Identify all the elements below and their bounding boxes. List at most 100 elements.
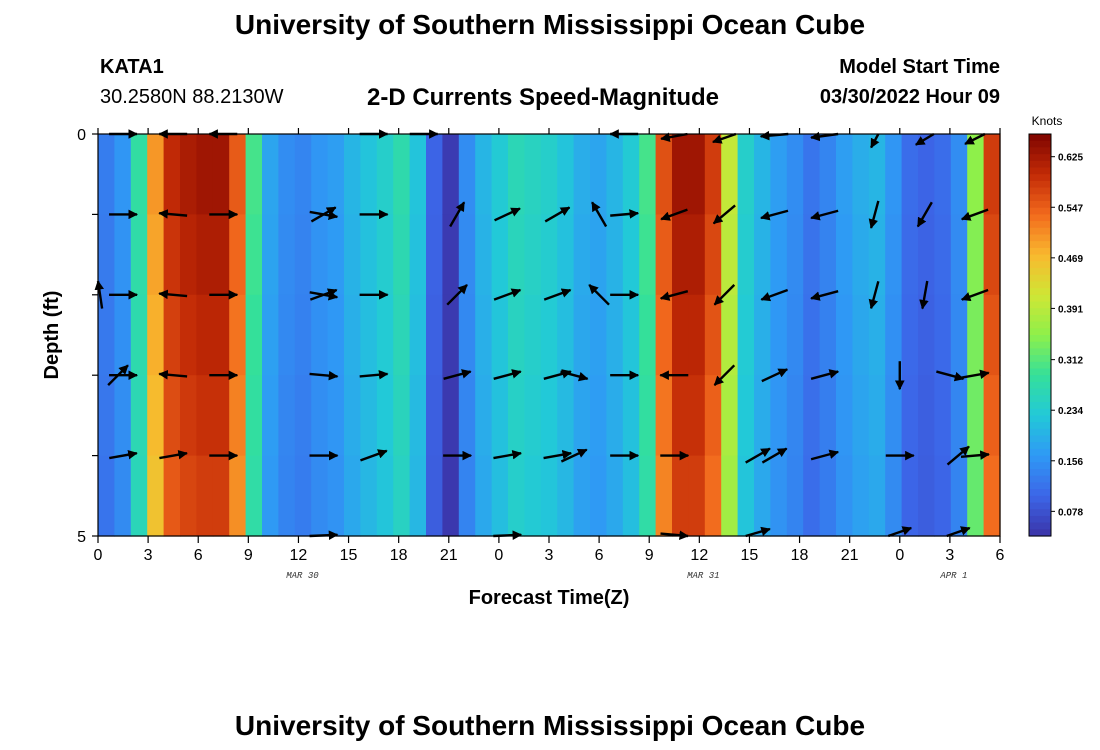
colorbar-step	[1029, 355, 1051, 363]
heatmap-cell	[409, 214, 427, 296]
colorbar-step	[1029, 469, 1051, 477]
x-tick-label: 0	[94, 547, 103, 564]
heatmap-cell	[819, 134, 837, 215]
colorbar-step	[1029, 147, 1051, 155]
heatmap-cell	[950, 455, 968, 537]
heatmap-cell	[180, 455, 197, 537]
heatmap-cell	[196, 455, 214, 537]
heatmap-cell	[344, 375, 361, 457]
heatmap-cell	[639, 294, 657, 376]
heatmap-cell	[130, 455, 148, 537]
current-vector-arrow	[158, 209, 188, 219]
heatmap-cell	[475, 455, 493, 537]
heatmap-cell	[278, 294, 296, 376]
heatmap-cell	[409, 375, 427, 457]
heatmap-cell	[245, 294, 263, 376]
heatmap-cell	[622, 134, 640, 215]
heatmap-cell	[573, 134, 591, 215]
current-vector-arrow	[916, 201, 933, 228]
heatmap-cell	[540, 455, 558, 537]
colorbar-step	[1029, 214, 1051, 222]
heatmap-cell	[262, 294, 279, 376]
heatmap-cell	[721, 375, 739, 457]
current-vector-arrow	[964, 132, 986, 145]
current-vector-arrow	[936, 370, 965, 382]
current-vector-arrow	[660, 132, 688, 142]
heatmap-cell	[311, 455, 329, 537]
heatmap-cell	[98, 214, 115, 296]
current-vector-arrow	[712, 204, 736, 225]
heatmap-cell	[819, 294, 837, 376]
heatmap-cell	[262, 375, 279, 457]
heatmap-cell	[475, 294, 493, 376]
colorbar-tick-label: 0.234	[1058, 406, 1083, 417]
heatmap-cell	[458, 294, 476, 376]
heatmap-cell	[606, 375, 624, 457]
heatmap-cell	[655, 214, 673, 296]
x-tick-label: 15	[741, 547, 759, 564]
heatmap-cell	[934, 375, 952, 457]
heatmap-cell	[426, 134, 443, 215]
heatmap-cell	[950, 214, 968, 296]
colorbar-step	[1029, 268, 1051, 276]
colorbar-step	[1029, 308, 1051, 316]
heatmap-cell	[491, 134, 509, 215]
heatmap-cell	[409, 294, 427, 376]
colorbar-step	[1029, 395, 1051, 403]
y-axis-title: Depth (ft)	[41, 291, 63, 380]
x-axis-title: Forecast Time(Z)	[469, 587, 630, 609]
heatmap-cell	[458, 134, 476, 215]
colorbar-unit-label: Knots	[1032, 114, 1063, 128]
heatmap-cell	[147, 455, 165, 537]
heatmap-cell	[442, 134, 460, 215]
current-vector-arrow	[359, 369, 389, 380]
colorbar-step	[1029, 489, 1051, 497]
heatmap-cell	[278, 134, 296, 215]
heatmap-cell	[524, 214, 542, 296]
current-vector-arrow	[810, 449, 840, 461]
heatmap-cell	[918, 375, 935, 457]
y-tick-label: 0	[77, 127, 86, 144]
current-vectors	[94, 129, 990, 541]
heatmap-cell	[573, 375, 591, 457]
heatmap-cell	[836, 134, 853, 215]
heatmap-cell	[475, 214, 493, 296]
heatmap-cell	[245, 455, 263, 537]
colorbar-step	[1029, 254, 1051, 262]
heatmap-cell	[442, 455, 460, 537]
colorbar-frame	[1028, 133, 1052, 537]
heatmap-cell	[327, 455, 345, 537]
heatmap-cell	[409, 455, 427, 537]
colorbar-step	[1029, 375, 1051, 383]
heatmap-cell	[130, 294, 148, 376]
heatmap-cell	[901, 294, 919, 376]
heatmap-cell	[590, 214, 607, 296]
heatmap-cell	[557, 375, 575, 457]
heatmap-cell	[737, 214, 755, 296]
current-vector-arrow	[810, 209, 839, 221]
current-vector-arrow	[610, 209, 640, 219]
heatmap-cell	[786, 375, 804, 457]
heatmap-cell	[130, 214, 148, 296]
current-vector-arrow	[591, 201, 608, 228]
colorbar-step	[1029, 201, 1051, 209]
heatmap-cell	[180, 214, 197, 296]
heatmap-cell	[245, 134, 263, 215]
heatmap-cell	[524, 375, 542, 457]
heatmap-cell	[311, 134, 329, 215]
heatmap-cell	[344, 455, 361, 537]
current-vector-arrow	[960, 208, 989, 221]
heatmap-cell	[573, 294, 591, 376]
heatmap-cell	[950, 375, 968, 457]
heatmap-cell	[245, 214, 263, 296]
heatmap-cell	[721, 294, 739, 376]
colorbar-step	[1029, 348, 1051, 356]
current-vector-arrow	[810, 369, 840, 380]
heatmap-cell	[524, 134, 542, 215]
heatmap-cell	[557, 455, 575, 537]
heatmap-cell	[426, 214, 443, 296]
heatmap-cell	[573, 455, 591, 537]
current-vector-arrow	[544, 206, 571, 223]
heatmap-cell	[212, 455, 230, 537]
heatmap-cell	[278, 455, 296, 537]
